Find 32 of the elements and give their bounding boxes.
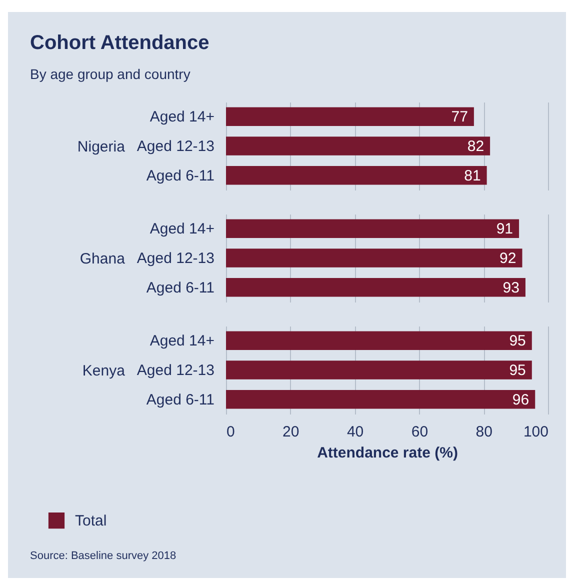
data-label: 92 [500, 250, 516, 267]
text: By age group and country [30, 66, 190, 82]
x-tick-label: 0 [226, 424, 235, 440]
y-tick-label: Aged 14+ [150, 332, 215, 350]
y-tick-label: Aged 6-11 [146, 167, 214, 184]
y-tick-label: Aged 14+ [150, 220, 215, 238]
y-tick-label: Aged 12-13 [136, 250, 214, 267]
data-label: 91 [496, 220, 514, 238]
x-tick-label: 60 [411, 424, 428, 440]
y-tick-label: Aged 12-13 [136, 138, 214, 155]
data-label: 81 [464, 167, 481, 184]
y-tick-label: Aged 6-11 [146, 391, 214, 408]
data-label: 95 [509, 362, 526, 379]
data-label: 82 [467, 138, 484, 155]
data-label: 95 [509, 332, 526, 350]
y-axis-title: Kenya [82, 362, 126, 380]
x-axis-title: Attendance rate (%) [317, 444, 458, 462]
data-label: 77 [451, 108, 468, 126]
y-axis-title: Ghana [80, 250, 126, 268]
y-tick-label: Aged 12-13 [136, 362, 214, 379]
chart-title: Cohort Attendance [30, 32, 210, 55]
x-tick-label: 100 [523, 424, 548, 440]
y-axis-title: Nigeria [77, 138, 126, 156]
y-tick-label: Aged 14+ [150, 108, 215, 126]
data-label: 96 [512, 391, 530, 408]
x-tick-label: 80 [476, 424, 492, 440]
y-tick-label: Aged 6-11 [146, 279, 214, 296]
data-label: 93 [502, 279, 520, 296]
x-tick-label: 20 [282, 424, 300, 440]
x-tick-label: 40 [346, 424, 364, 440]
legend-label: Total [75, 512, 107, 530]
source-note: Source: Baseline survey 2018 [30, 550, 176, 562]
